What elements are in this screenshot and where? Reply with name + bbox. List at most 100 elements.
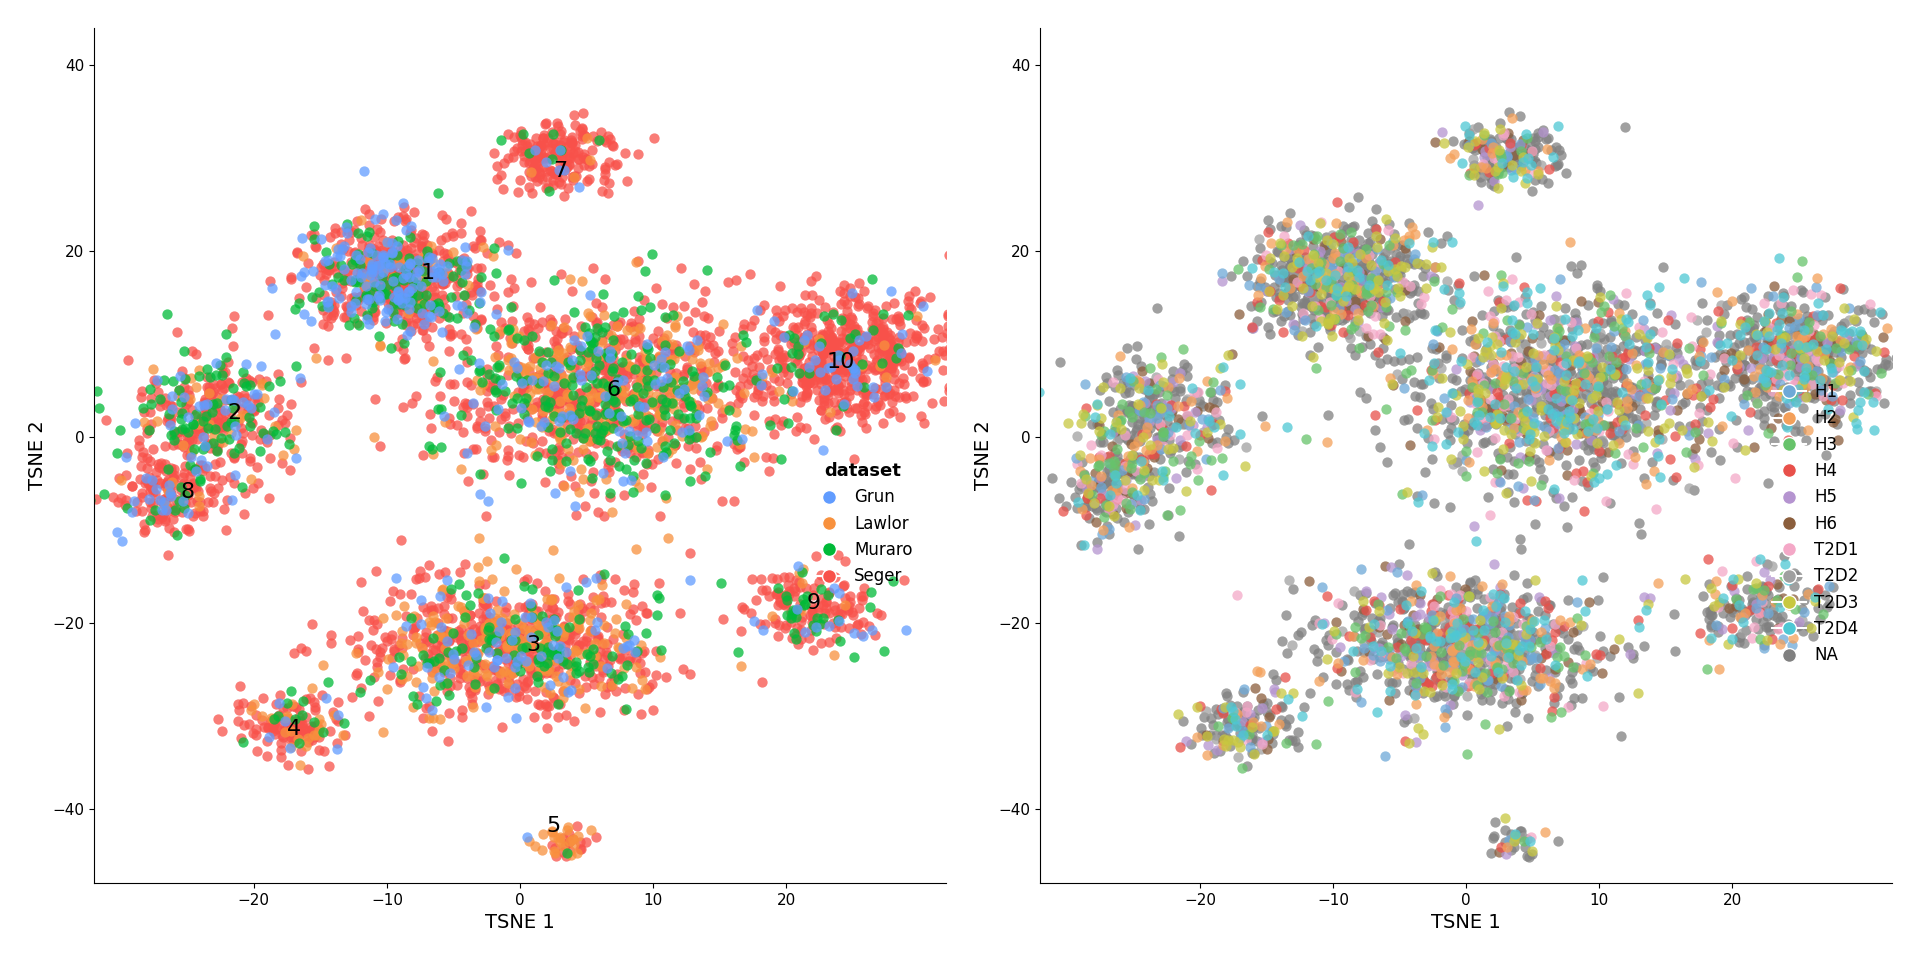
Point [1313,316,1344,331]
Point [628,643,659,659]
Point [163,382,194,397]
Point [1319,267,1350,282]
Point [1478,174,1509,189]
Point [1290,263,1321,278]
Point [419,446,449,462]
Point [588,664,618,680]
Point [810,368,841,383]
Point [365,292,396,307]
Point [837,360,868,375]
Point [179,442,209,457]
Point [1467,670,1498,685]
Point [530,134,561,150]
Point [1480,676,1511,691]
Point [1534,348,1565,363]
Point [405,278,436,294]
Point [833,359,864,374]
Point [520,161,551,177]
Point [870,359,900,374]
Point [1221,718,1252,733]
Point [1601,458,1632,473]
Point [1603,402,1634,418]
Point [1505,366,1536,381]
Point [1181,729,1212,744]
Point [1087,477,1117,492]
Point [1603,297,1634,312]
Point [1448,626,1478,641]
Point [924,322,954,337]
Point [401,255,432,271]
Point [1670,423,1701,439]
Point [559,831,589,847]
Point [225,411,255,426]
Point [1630,390,1661,405]
Point [129,525,159,540]
Point [1427,678,1457,693]
Point [1467,132,1498,147]
Point [1642,399,1672,415]
Point [1680,441,1711,456]
Point [202,396,232,411]
Point [396,223,426,238]
Point [676,430,707,445]
Point [365,225,396,240]
Point [1534,452,1565,468]
Point [1313,318,1344,333]
Point [576,340,607,355]
Point [1824,402,1855,418]
Point [1542,366,1572,381]
Point [1837,409,1868,424]
Point [1557,386,1588,401]
Point [480,338,511,353]
Point [180,379,211,395]
Point [445,627,476,642]
Point [808,443,839,458]
Point [159,502,190,517]
Point [651,375,682,391]
Point [1503,627,1534,642]
Point [1208,706,1238,721]
Point [1836,363,1866,378]
Point [868,356,899,372]
Point [434,416,465,431]
Point [595,409,626,424]
Point [1165,417,1196,432]
Point [1551,346,1582,361]
Point [1482,652,1513,667]
Point [1868,329,1899,345]
Point [797,300,828,316]
Point [1200,405,1231,420]
Point [1578,315,1609,330]
Point [436,678,467,693]
Point [1486,670,1517,685]
Point [1636,454,1667,469]
Point [989,361,1020,376]
Point [265,742,296,757]
Point [751,583,781,598]
Point [1192,411,1223,426]
Point [705,324,735,339]
Point [566,339,597,354]
Point [1784,614,1814,630]
Point [344,641,374,657]
Point [1524,461,1555,476]
Point [1154,409,1185,424]
Point [632,340,662,355]
Point [380,570,411,586]
Point [227,433,257,448]
Point [1755,398,1786,414]
Point [1317,287,1348,302]
Point [1597,370,1628,385]
Point [516,582,547,597]
Point [687,377,718,393]
Point [411,238,442,253]
Point [511,691,541,707]
Point [1079,495,1110,511]
Point [586,378,616,394]
Point [1500,832,1530,848]
Point [1799,361,1830,376]
Point [1390,365,1421,380]
Point [835,316,866,331]
Point [532,633,563,648]
Point [1565,349,1596,365]
